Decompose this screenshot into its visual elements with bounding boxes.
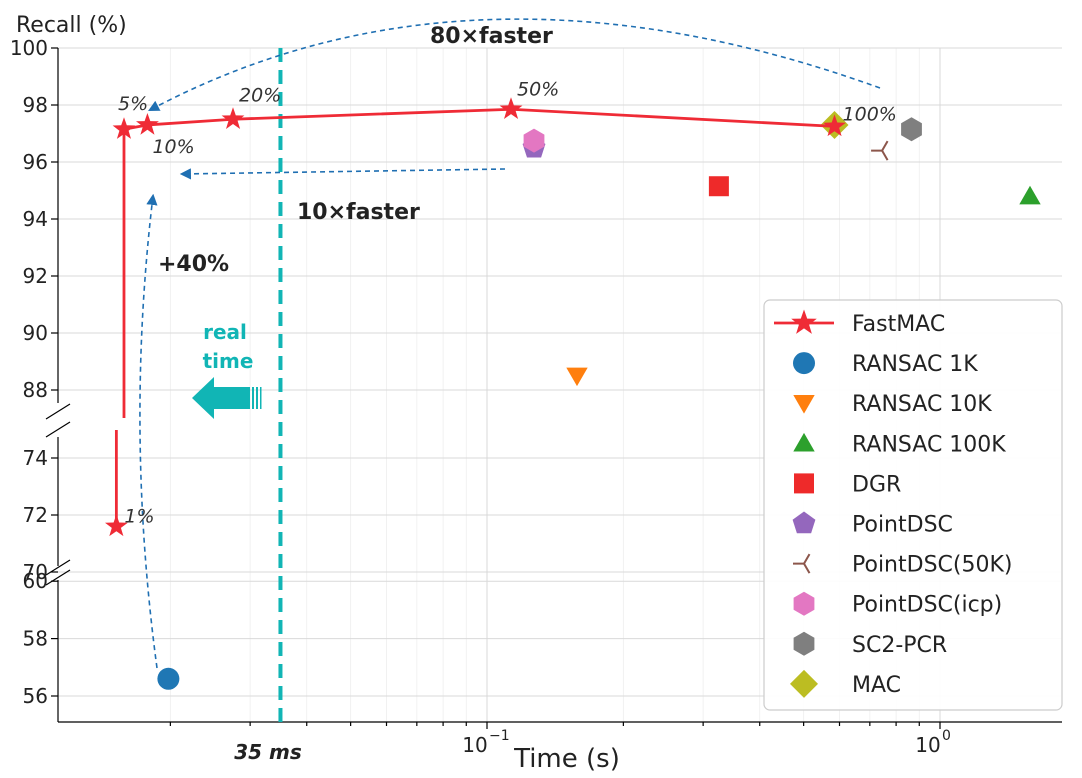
legend-entry-label: PointDSC(50K)	[852, 553, 1012, 578]
realtime-arrow-icon	[192, 377, 250, 419]
legend-entry-label: SC2-PCR	[852, 633, 947, 658]
fastmac-point	[221, 107, 245, 129]
tri-arm	[871, 149, 883, 152]
fastmac-point-label: 10%	[152, 136, 194, 158]
speedup-10-label: 10×faster	[297, 200, 420, 225]
y-tick-label: 70	[23, 560, 48, 584]
x-tick-label: 10	[462, 733, 487, 757]
legend-marker-icon	[793, 432, 815, 452]
realtime-label-line1: real	[203, 320, 247, 344]
realtime-arrow-stripe-1	[252, 387, 254, 409]
fastmac-point	[105, 514, 128, 537]
legend-marker-icon	[792, 511, 816, 534]
legend-marker-icon	[793, 553, 811, 574]
fastmac-point	[112, 117, 136, 139]
legend: FastMAC RANSAC 1K RANSAC 10K RANSAC 100K DGR…	[763, 299, 1063, 711]
fastmac-point-label: 100%	[843, 103, 897, 125]
marker-sc2-pcr	[901, 117, 922, 142]
legend-marker-icon	[794, 473, 814, 494]
axis-break-mark	[45, 403, 71, 420]
y-tick-label: 92	[23, 264, 48, 288]
tri-arm	[881, 140, 889, 152]
legend-marker-icon	[793, 352, 815, 375]
realtime-arrow-stripe-2	[256, 387, 258, 409]
y-tick-label: 90	[23, 321, 48, 345]
legend-fastmac-star-icon	[791, 309, 817, 334]
fastmac-line	[122, 107, 835, 418]
x-axis-title: Time (s)	[513, 744, 620, 774]
y-tick-label: 56	[23, 684, 48, 708]
x-tick-exponent: −1	[489, 728, 510, 744]
tri-arm	[793, 562, 805, 565]
axis-break-mark	[45, 559, 71, 576]
y-tick-label: 94	[23, 207, 48, 231]
recall-gain-label: +40%	[158, 252, 229, 277]
y-tick-label: 88	[23, 378, 48, 402]
fastmac-point	[499, 97, 523, 119]
marker-ransac-1k	[157, 667, 180, 690]
legend-entry-label: RANSAC 10K	[852, 392, 992, 417]
y-tick-label: 60	[23, 569, 48, 593]
legend-entry-label: FastMAC	[852, 312, 945, 337]
axes: Recall (%) Time (s) 88909294969810070727…	[10, 13, 1062, 774]
fastmac-point-label: 50%	[517, 78, 559, 100]
y-axis-title: Recall (%)	[16, 13, 127, 38]
legend-marker-icon	[793, 591, 815, 616]
realtime-label-line2: time	[203, 349, 254, 373]
fastmac-point-label: 20%	[239, 84, 281, 106]
series: 1% 5%10% 20% 50% 100%	[105, 78, 1041, 690]
marker-pointdsc-icp-	[523, 128, 545, 153]
y-tick-label: 96	[23, 150, 48, 174]
axis-break-mark	[45, 421, 71, 438]
legend-marker-icon	[793, 395, 815, 414]
realtime-threshold-label: 35 ms	[234, 740, 302, 764]
x-tick-exponent: 0	[942, 728, 951, 744]
tri-arm	[803, 553, 811, 565]
y-tick-label: 58	[23, 627, 48, 651]
fastmac-point-label: 5%	[118, 93, 148, 115]
y-tick-label: 98	[23, 93, 48, 117]
legend-entry-label: RANSAC 1K	[852, 352, 978, 377]
y-tick-label: 74	[23, 446, 48, 470]
marker-dgr	[708, 176, 729, 197]
speedup-80-label: 80×faster	[430, 24, 553, 49]
legend-entry-label: PointDSC	[852, 513, 953, 538]
legend-entry-label: MAC	[852, 673, 901, 698]
marker-ransac-100k	[1019, 185, 1041, 205]
realtime-arrow-stripe-3	[260, 387, 262, 409]
axis-break-mark	[45, 569, 71, 586]
marker-ransac-10k	[566, 367, 588, 387]
legend-box	[763, 299, 1063, 711]
legend-entry-label: DGR	[852, 472, 901, 497]
fastmac-point	[823, 114, 846, 137]
y-tick-label: 72	[23, 503, 48, 527]
arrow-10x-faster	[179, 168, 506, 180]
tri-arm	[881, 150, 889, 161]
y-tick-label: 100	[10, 36, 48, 60]
legend-entry-label: RANSAC 100K	[852, 432, 1006, 457]
legend-entry-label: PointDSC(icp)	[852, 593, 1002, 618]
marker-pointdsc-50k-	[871, 140, 889, 161]
fastmac-point-label: 1%	[124, 505, 154, 527]
annotations: 35 ms 80×faster 10×faster +40% real time	[139, 18, 881, 764]
x-tick-label: 10	[915, 733, 940, 757]
fastmac-point	[136, 113, 159, 135]
arrow-80x-faster	[148, 18, 881, 112]
tri-arm	[803, 563, 811, 574]
legend-marker-icon	[790, 669, 818, 698]
arrow-plus-40	[139, 193, 158, 669]
legend-marker-icon	[793, 631, 815, 656]
